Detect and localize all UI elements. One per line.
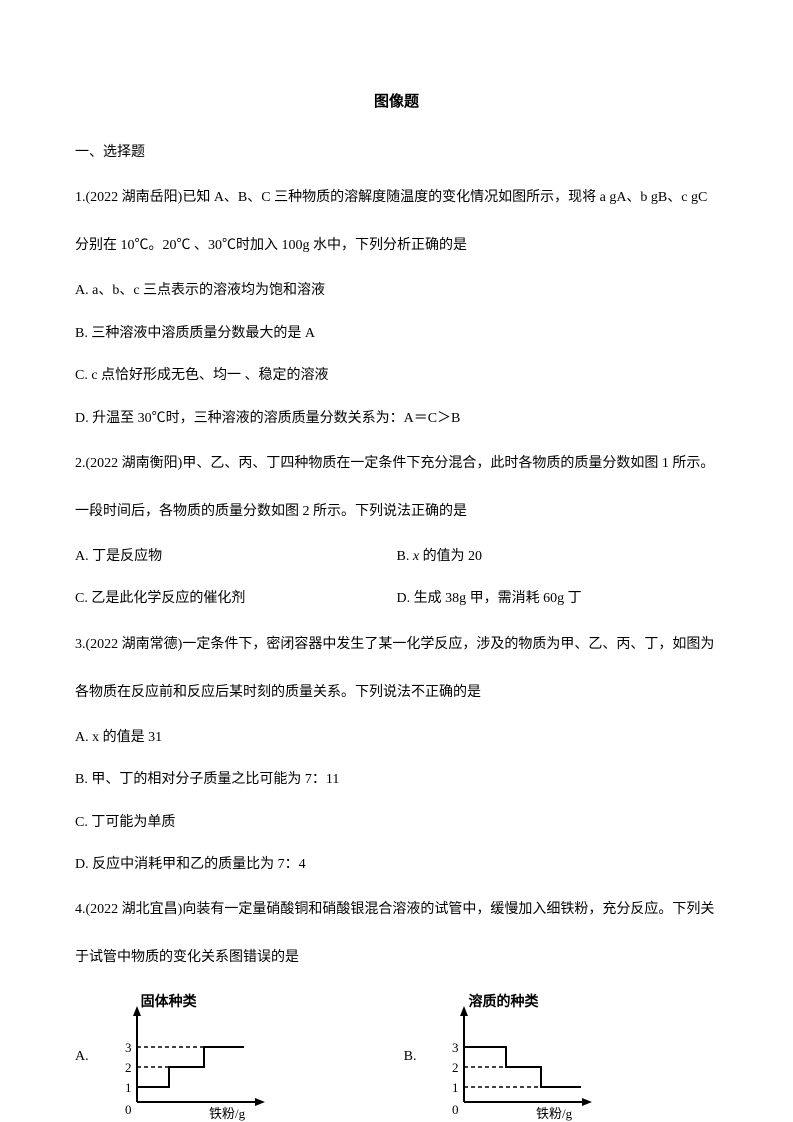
q2-option-c: C. 乙是此化学反应的催化剂 (75, 588, 397, 610)
chart-b-xarrow (582, 1098, 592, 1106)
q4-stem-2: 于试管中物质的变化关系图错误的是 (75, 944, 718, 972)
question-1: 1.(2022 湖南岳阳)已知 A、B、C 三种物质的溶解度随温度的变化情况如图… (75, 184, 718, 430)
q1-option-a: A. a、b、c 三点表示的溶液均为饱和溶液 (75, 280, 718, 302)
q3-option-a: A. x 的值是 31 (75, 727, 718, 749)
q2-stem-1: 2.(2022 湖南衡阳)甲、乙、丙、丁四种物质在一定条件下充分混合，此时各物质… (75, 450, 718, 478)
q1-option-b: B. 三种溶液中溶质质量分数最大的是 A (75, 323, 718, 345)
question-3: 3.(2022 湖南常德)一定条件下，密闭容器中发生了某一化学反应，涉及的物质为… (75, 631, 718, 877)
q3-option-c: C. 丁可能为单质 (75, 812, 718, 834)
chart-a-ytitle: 固体种类 (141, 990, 197, 1012)
chart-a-container: A. 固体种类 3 2 1 0 铁粉/g (75, 992, 274, 1122)
q1-option-c: C. c 点恰好形成无色、均一 、稳定的溶液 (75, 365, 718, 387)
q3-option-d: D. 反应中消耗甲和乙的质量比为 7：4 (75, 854, 718, 876)
chart-a-yarrow (133, 1006, 141, 1016)
q2-option-b: B. x 的值为 20 (397, 546, 719, 568)
chart-a-origin: 0 (125, 1102, 132, 1117)
chart-a-label: A. (75, 1046, 89, 1068)
chart-a-tick3: 3 (125, 1040, 132, 1055)
q2-option-d: D. 生成 38g 甲，需消耗 60g 丁 (397, 588, 719, 610)
chart-a-tick2: 2 (125, 1060, 132, 1075)
question-4: 4.(2022 湖北宜昌)向装有一定量硝酸铜和硝酸银混合溶液的试管中，缓慢加入细… (75, 896, 718, 1122)
q1-stem-2: 分别在 10℃。20℃ 、30℃时加入 100g 水中，下列分析正确的是 (75, 232, 718, 260)
q1-option-d: D. 升温至 30℃时，三种溶液的溶质质量分数关系为：A＝C＞B (75, 408, 718, 430)
chart-b-tick1: 1 (452, 1080, 459, 1095)
chart-a-xarrow (255, 1098, 265, 1106)
q3-option-b: B. 甲、丁的相对分子质量之比可能为 7：11 (75, 769, 718, 791)
page-title: 图像题 (75, 90, 718, 114)
q3-stem-1: 3.(2022 湖南常德)一定条件下，密闭容器中发生了某一化学反应，涉及的物质为… (75, 631, 718, 659)
section-header: 一、选择题 (75, 142, 718, 164)
q4-stem-1: 4.(2022 湖北宜昌)向装有一定量硝酸铜和硝酸银混合溶液的试管中，缓慢加入细… (75, 896, 718, 924)
q2-option-a: A. 丁是反应物 (75, 546, 397, 568)
q1-stem-1: 1.(2022 湖南岳阳)已知 A、B、C 三种物质的溶解度随温度的变化情况如图… (75, 184, 718, 212)
q3-stem-2: 各物质在反应前和反应后某时刻的质量关系。下列说法不正确的是 (75, 679, 718, 707)
chart-b-tick2: 2 (452, 1060, 459, 1075)
q2-optb-prefix: B. (397, 549, 413, 564)
chart-b-tick3: 3 (452, 1040, 459, 1055)
chart-b-yarrow (460, 1006, 468, 1016)
chart-b-container: B. 溶质的种类 3 2 1 0 铁粉/g (404, 992, 607, 1122)
q2-optb-suffix: 的值为 20 (419, 549, 482, 564)
chart-b-label: B. (404, 1046, 417, 1068)
question-2: 2.(2022 湖南衡阳)甲、乙、丙、丁四种物质在一定条件下充分混合，此时各物质… (75, 450, 718, 611)
chart-b-origin: 0 (452, 1102, 459, 1117)
chart-b-xlabel: 铁粉/g (536, 1106, 573, 1121)
chart-a-xlabel: 铁粉/g (209, 1106, 246, 1121)
chart-b-ytitle: 溶质的种类 (468, 990, 538, 1012)
q2-stem-2: 一段时间后，各物质的质量分数如图 2 所示。下列说法正确的是 (75, 498, 718, 526)
chart-a-tick1: 1 (125, 1080, 132, 1095)
